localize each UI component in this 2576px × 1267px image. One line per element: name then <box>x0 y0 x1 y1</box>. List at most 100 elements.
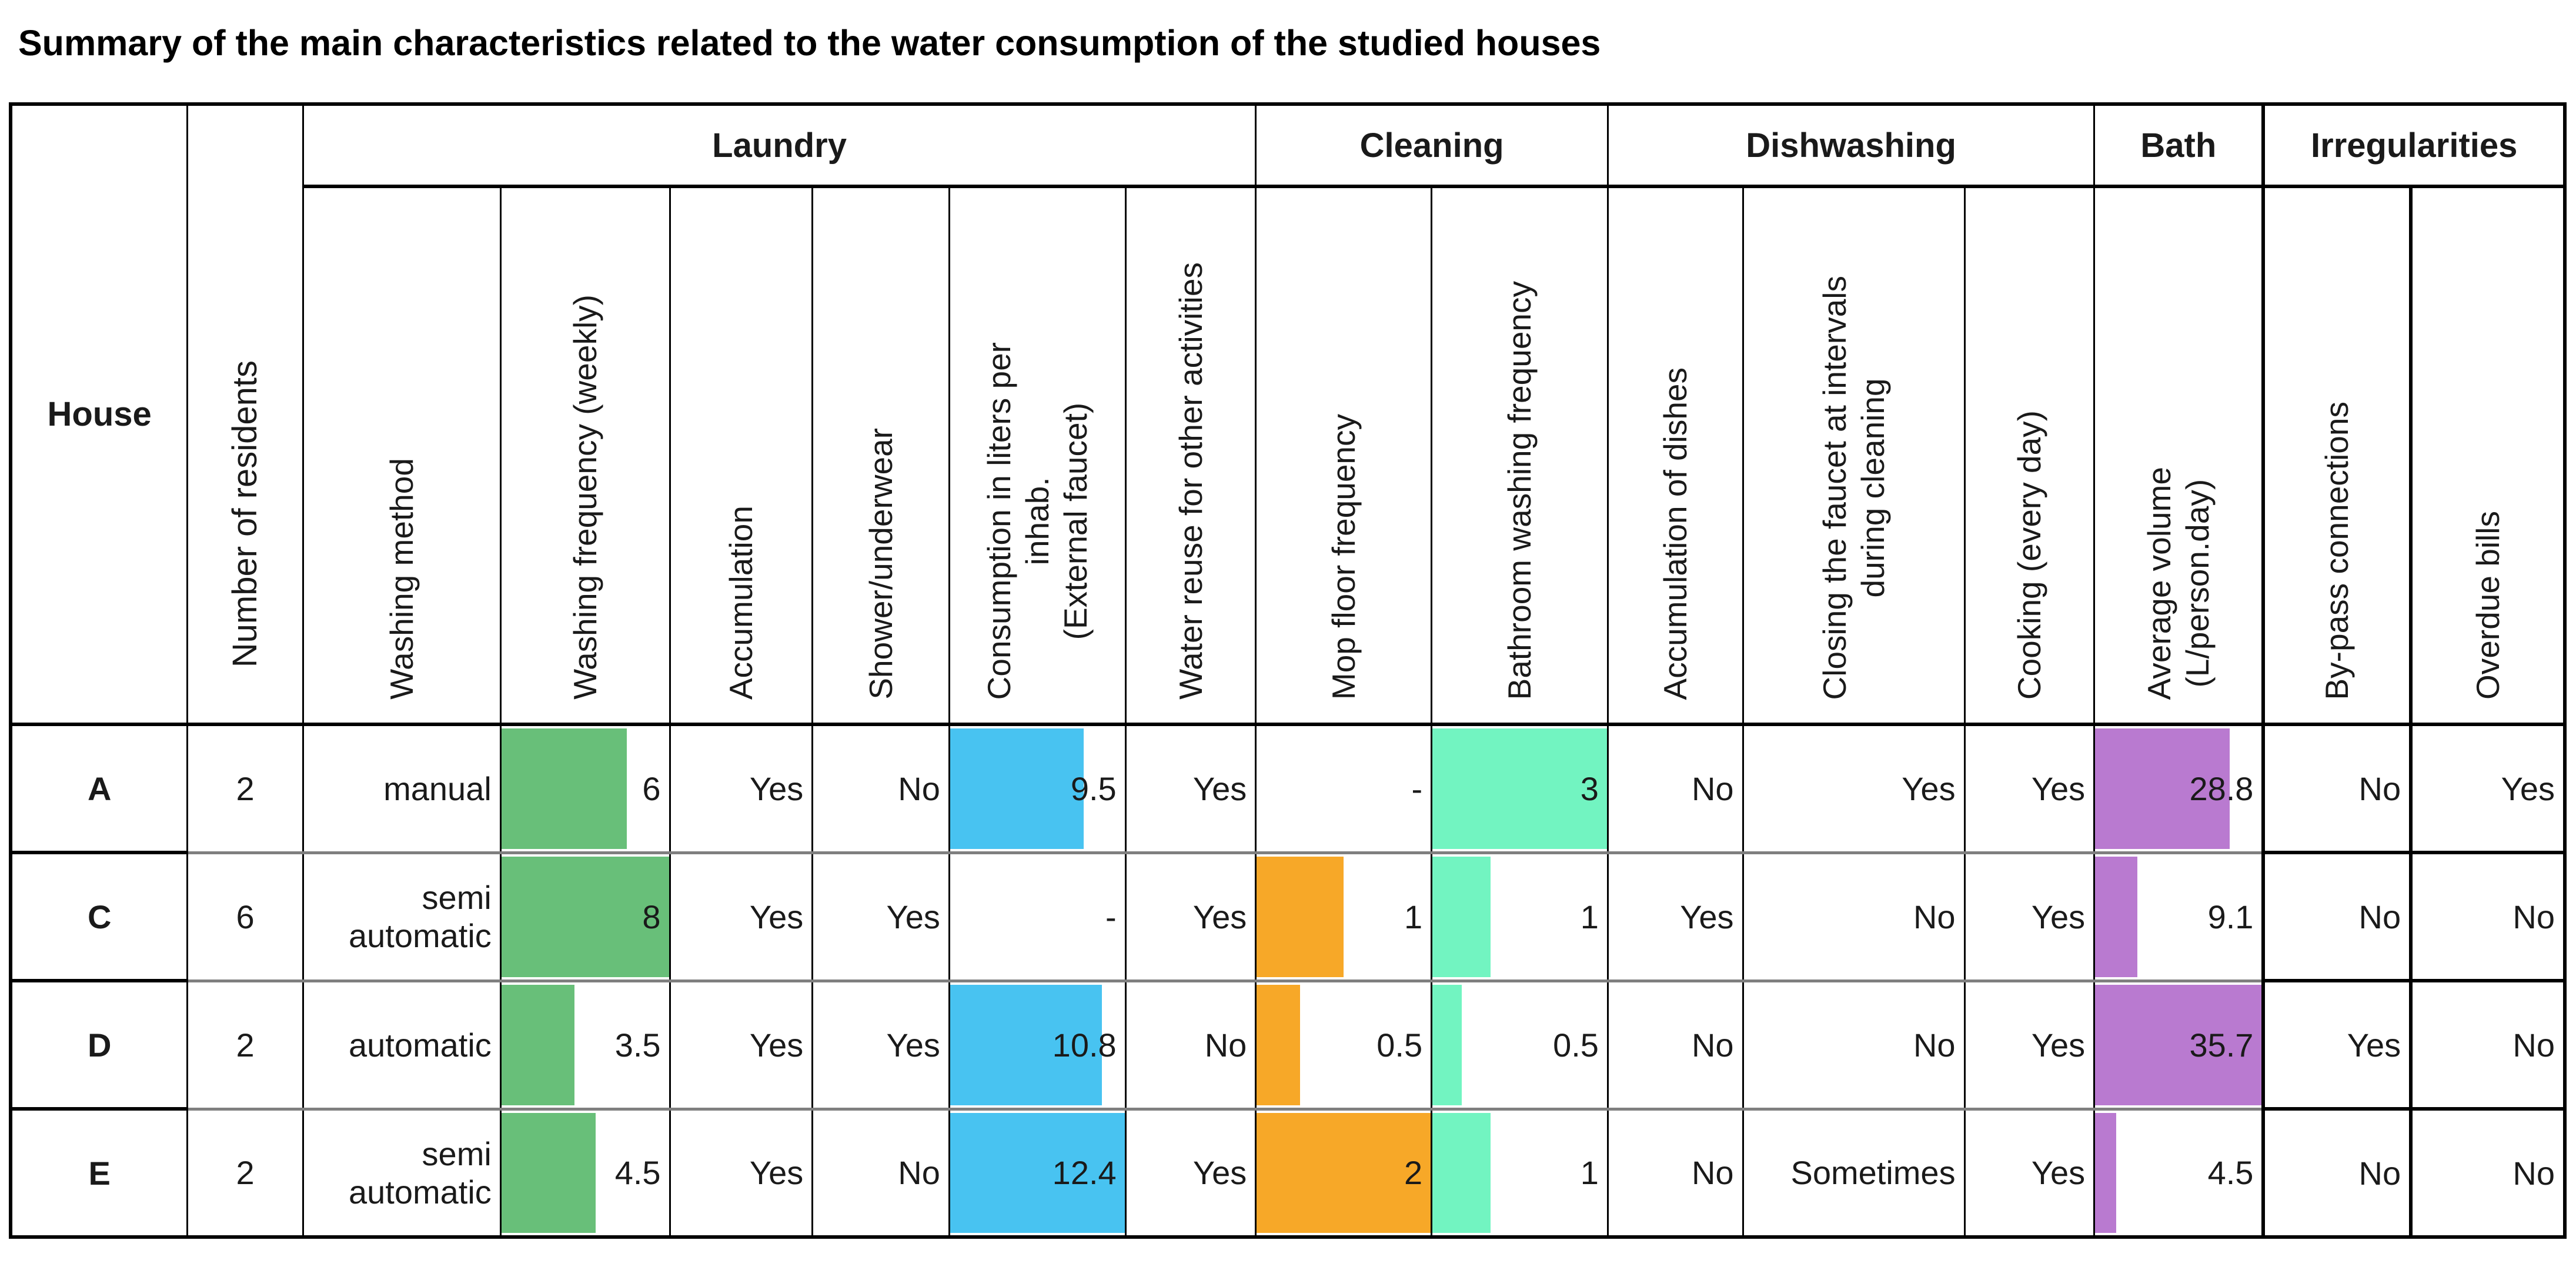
cell-accumulation-dishes: No <box>1606 981 1743 1111</box>
cell-closing-faucet: Yes <box>1742 724 1965 854</box>
mop-floor-bar <box>1257 856 1344 977</box>
cell-shower-underwear: No <box>811 724 950 854</box>
bathroom-washing-bar <box>1433 984 1462 1105</box>
cell-bathroom-washing: 1 <box>1431 1109 1608 1239</box>
cell-accumulation-dishes: No <box>1606 1109 1743 1239</box>
cell-bathroom-washing: 0.5 <box>1431 981 1608 1111</box>
cell-washing-frequency: 4.5 <box>499 1109 670 1239</box>
table-row-house-a: A 2 manual 6 Yes No 9.5 Yes - 3 No Yes Y… <box>9 724 2565 855</box>
cell-average-volume: 9.1 <box>2093 853 2264 982</box>
cell-cooking: Yes <box>1963 853 2094 982</box>
cell-bypass: Yes <box>2261 981 2411 1111</box>
col-header-bypass-connections: By-pass connections <box>2261 186 2411 727</box>
cell-accumulation: Yes <box>669 853 813 982</box>
cell-water-reuse: Yes <box>1124 1109 1256 1239</box>
cell-consumption: - <box>948 853 1126 982</box>
cell-accumulation: Yes <box>669 981 813 1111</box>
cell-house: E <box>9 1109 188 1239</box>
cell-washing-frequency: 6 <box>499 724 670 854</box>
cell-water-reuse: Yes <box>1124 724 1256 854</box>
washing-frequency-bar <box>502 1112 596 1233</box>
cell-shower-underwear: Yes <box>811 853 950 982</box>
cell-washing-method: semi automatic <box>302 853 501 982</box>
cell-consumption: 9.5 <box>948 724 1126 854</box>
cell-bathroom-washing: 1 <box>1431 853 1608 982</box>
cell-mop-floor: 0.5 <box>1255 981 1432 1111</box>
col-header-water-reuse: Water reuse for other activities <box>1124 186 1256 727</box>
column-header-row: Washing method Washing frequency (weekly… <box>11 186 2565 727</box>
cell-accumulation: Yes <box>669 724 813 854</box>
consumption-bar <box>951 1112 1125 1233</box>
washing-frequency-bar <box>502 984 575 1105</box>
cell-consumption: 12.4 <box>948 1109 1126 1239</box>
average-volume-bar <box>2096 728 2230 849</box>
average-volume-bar <box>2096 984 2262 1105</box>
cell-bypass: No <box>2261 724 2411 855</box>
mop-floor-bar <box>1257 984 1301 1105</box>
cell-house: D <box>9 981 188 1111</box>
cell-consumption: 10.8 <box>948 981 1126 1111</box>
cell-cooking: Yes <box>1963 1109 2094 1239</box>
cell-average-volume: 28.8 <box>2093 724 2264 854</box>
cell-washing-frequency: 3.5 <box>499 981 670 1111</box>
cell-residents: 2 <box>186 724 303 854</box>
cell-cooking: Yes <box>1963 724 2094 854</box>
cell-water-reuse: No <box>1124 981 1256 1111</box>
washing-frequency-bar <box>502 728 627 849</box>
header-number-of-residents: Number of residents <box>186 104 303 727</box>
col-header-shower-underwear: Shower/underwear <box>811 186 950 727</box>
group-header-bath: Bath <box>2093 104 2264 189</box>
cell-water-reuse: Yes <box>1124 853 1256 982</box>
washing-frequency-bar <box>502 856 669 977</box>
bathroom-washing-bar <box>1433 728 1607 849</box>
cell-closing-faucet: No <box>1742 981 1965 1111</box>
cell-mop-floor: 1 <box>1255 853 1432 982</box>
col-header-closing-faucet: Closing the faucet at intervals during c… <box>1742 186 1965 727</box>
group-header-cleaning: Cleaning <box>1255 104 1608 189</box>
col-header-overdue-bills: Overdue bills <box>2409 186 2565 727</box>
cell-accumulation: Yes <box>669 1109 813 1239</box>
cell-mop-floor: 2 <box>1255 1109 1432 1239</box>
col-header-accumulation-of-dishes: Accumulation of dishes <box>1606 186 1743 727</box>
cell-bypass: No <box>2261 1109 2411 1239</box>
group-header-irregularities: Irregularities <box>2261 104 2565 189</box>
consumption-bar <box>951 984 1102 1105</box>
cell-closing-faucet: Sometimes <box>1742 1109 1965 1239</box>
col-header-bathroom-washing-frequency: Bathroom washing frequency <box>1431 186 1608 727</box>
cell-average-volume: 4.5 <box>2093 1109 2264 1239</box>
cell-washing-method: automatic <box>302 981 501 1111</box>
col-header-accumulation: Accumulation <box>669 186 813 727</box>
cell-shower-underwear: Yes <box>811 981 950 1111</box>
average-volume-bar <box>2096 1112 2116 1233</box>
header-house: House <box>9 104 188 727</box>
cell-mop-floor: - <box>1255 724 1432 854</box>
cell-accumulation-dishes: Yes <box>1606 853 1743 982</box>
cell-overdue: Yes <box>2409 724 2565 855</box>
cell-house: C <box>9 853 188 983</box>
cell-average-volume: 35.7 <box>2093 981 2264 1111</box>
consumption-bar <box>951 728 1084 849</box>
table-row-house-d: D 2 automatic 3.5 Yes Yes 10.8 No 0.5 0.… <box>9 981 2565 1111</box>
summary-table: House Number of residents Laundry Cleani… <box>9 102 2567 1239</box>
cell-overdue: No <box>2409 853 2565 983</box>
mop-floor-bar <box>1257 1112 1431 1233</box>
col-header-average-volume: Average volume (L/person.day) <box>2093 186 2264 727</box>
cell-closing-faucet: No <box>1742 853 1965 982</box>
cell-residents: 2 <box>186 1109 303 1239</box>
average-volume-bar <box>2096 856 2138 977</box>
cell-shower-underwear: No <box>811 1109 950 1239</box>
table-row-house-e: E 2 semi automatic 4.5 Yes No 12.4 Yes 2… <box>9 1109 2565 1239</box>
cell-overdue: No <box>2409 981 2565 1111</box>
group-header-dishwashing: Dishwashing <box>1606 104 2094 189</box>
cell-accumulation-dishes: No <box>1606 724 1743 854</box>
col-header-consumption: Consumption in liters per inhab. (Extern… <box>948 186 1126 727</box>
table-row-house-c: C 6 semi automatic 8 Yes Yes - Yes 1 1 Y… <box>9 853 2565 983</box>
bathroom-washing-bar <box>1433 1112 1491 1233</box>
group-header-laundry: Laundry <box>302 104 1256 189</box>
cell-house: A <box>9 724 188 855</box>
col-header-washing-method: Washing method <box>302 186 501 727</box>
cell-overdue: No <box>2409 1109 2565 1239</box>
bathroom-washing-bar <box>1433 856 1491 977</box>
cell-bathroom-washing: 3 <box>1431 724 1608 854</box>
col-header-mop-floor-frequency: Mop floor frequency <box>1255 186 1432 727</box>
